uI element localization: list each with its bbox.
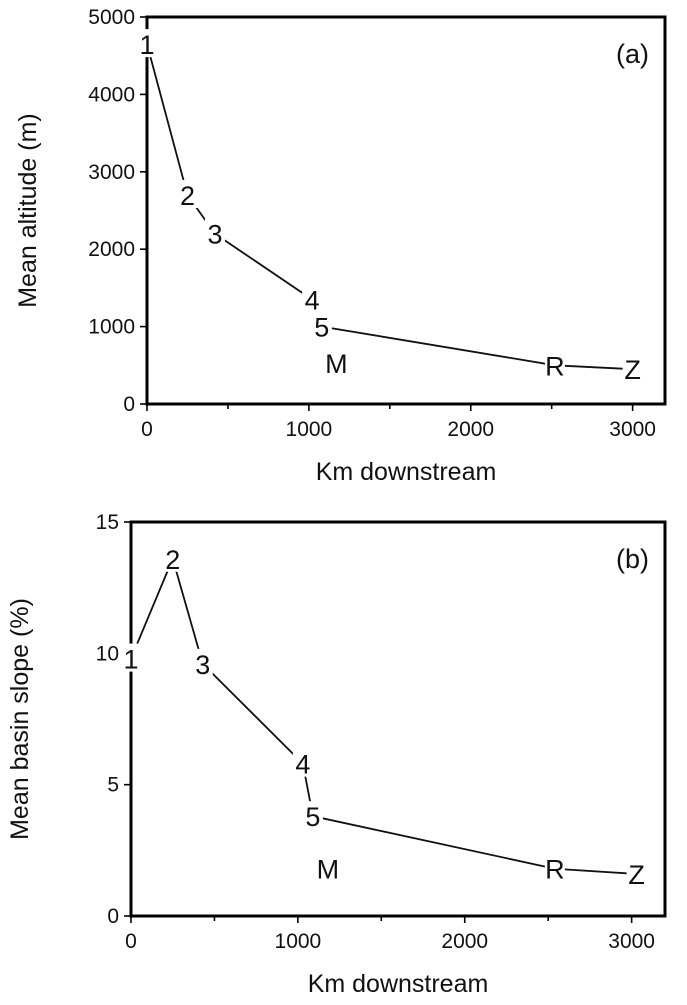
- y-axis-label: Mean basin slope (%): [6, 598, 34, 840]
- point-label-backing: [204, 218, 225, 247]
- data-point-label: 5: [305, 802, 320, 832]
- point-label-backing: [626, 858, 647, 887]
- data-point-label: 2: [165, 545, 180, 575]
- plot-frame: [145, 15, 667, 406]
- y-tick-label: 5000: [88, 6, 135, 29]
- y-tick-label: 4000: [88, 83, 135, 106]
- series-segment: [554, 364, 633, 371]
- data-point-label: Z: [624, 355, 641, 385]
- series-segment: [146, 43, 189, 196]
- point-label-backing: [162, 543, 183, 572]
- y-tick-label: 10: [96, 642, 119, 665]
- data-point-label: 2: [180, 181, 195, 211]
- series-segment: [554, 867, 637, 875]
- data-point-label: 4: [305, 286, 320, 316]
- x-tick-label: 1000: [275, 930, 322, 953]
- data-point-label: 3: [207, 220, 222, 250]
- y-tick-label: 0: [107, 905, 119, 928]
- point-label-backing: [302, 284, 323, 313]
- point-label-backing: [192, 648, 213, 677]
- data-point-label: R: [545, 351, 565, 381]
- series-segment: [321, 325, 556, 367]
- point-label-backing: [622, 354, 643, 383]
- data-point-label: 3: [195, 650, 210, 680]
- x-axis-label: Km downstream: [316, 458, 497, 486]
- panel-label: (b): [616, 544, 649, 574]
- x-tick-label: 3000: [609, 418, 656, 441]
- point-label-backing: [544, 350, 565, 379]
- series-segment: [312, 815, 556, 870]
- annotation-label: M: [325, 349, 348, 379]
- y-tick-label: 3000: [88, 161, 135, 184]
- x-tick-label: 2000: [447, 418, 494, 441]
- point-label-backing: [177, 180, 198, 209]
- data-point-label: 4: [295, 750, 310, 780]
- chart-panel-a: 0 1000 2000 3000 0 1000 2000 3000 4000 5000 Km dow…: [14, 6, 667, 486]
- x-tick-label: 2000: [441, 930, 488, 953]
- point-label-backing: [302, 801, 323, 830]
- y-tick-label: 5: [107, 774, 119, 797]
- point-label-backing: [292, 748, 313, 777]
- x-tick-label: 0: [141, 418, 153, 441]
- point-label-backing: [311, 311, 332, 340]
- plot-frame: [129, 520, 667, 918]
- x-tick-label: 1000: [286, 418, 333, 441]
- series-segment: [130, 558, 174, 659]
- y-axis-label: Mean altitude (m): [14, 113, 42, 308]
- point-label-backing: [137, 29, 157, 58]
- annotation-label: M: [317, 855, 340, 885]
- data-point-label: Z: [628, 860, 645, 890]
- panel-label: (a): [616, 39, 649, 69]
- point-label-backing: [121, 643, 141, 672]
- series-segment: [202, 663, 304, 765]
- x-axis-label: Km downstream: [308, 970, 489, 998]
- x-tick-label: 3000: [608, 930, 655, 953]
- series-segment: [214, 232, 313, 301]
- y-tick-label: 1000: [88, 316, 135, 339]
- data-point-label: R: [545, 855, 565, 885]
- x-tick-label: 0: [125, 930, 137, 953]
- data-point-label: 1: [139, 30, 154, 60]
- data-point-label: 1: [123, 645, 138, 675]
- y-tick-label: 0: [123, 393, 135, 416]
- y-tick-label: 2000: [88, 238, 135, 261]
- y-tick-label: 15: [96, 511, 119, 534]
- point-label-backing: [544, 853, 565, 882]
- series-segment: [171, 558, 204, 665]
- data-point-label: 5: [314, 313, 329, 343]
